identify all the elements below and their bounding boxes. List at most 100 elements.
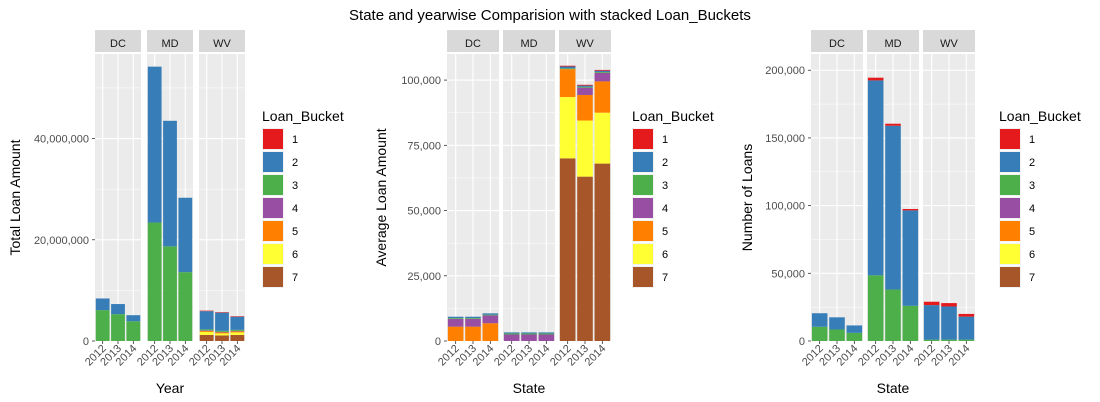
plots-group: 020,000,00040,000,000DC201220132014MD201… (7, 30, 1081, 396)
x-tick-label: 2014 (891, 343, 917, 369)
legend-key-swatch (263, 129, 283, 149)
bar-segment-wv-2012-bucket-5 (559, 69, 576, 98)
facet-strip-label: DC (829, 38, 845, 50)
bar-segment-wv-2012-bucket-1 (199, 310, 214, 312)
bar-segment-wv-2014-bucket-5 (594, 81, 611, 113)
bar-segment-wv-2014-bucket-7 (594, 163, 611, 341)
facet-strip-label: WV (940, 38, 958, 50)
x-tick-label: 2014 (835, 343, 861, 369)
facet-strip-label: MD (161, 38, 178, 50)
legend-label: 4 (292, 203, 298, 215)
facet-strip (923, 30, 975, 52)
y-tick-label: 200,000 (765, 65, 805, 77)
bar-segment-wv-2013-bucket-3 (941, 339, 957, 341)
facet-strip-label: DC (110, 38, 126, 50)
bar-segment-wv-2012-bucket-2 (199, 311, 214, 330)
bar-segment-md-2013-bucket-3 (521, 333, 537, 335)
facet-strip (503, 30, 555, 52)
bar-segment-md-2014-bucket-3 (178, 272, 193, 341)
y-tick-label: 100,000 (401, 75, 441, 87)
y-tick-label: 150,000 (765, 133, 805, 145)
legend-key-swatch (263, 198, 283, 218)
legend-key-swatch (263, 244, 283, 264)
bar-segment-dc-2012-bucket-2 (811, 313, 828, 327)
y-tick-label: 100,000 (765, 201, 805, 213)
legend-label: 6 (292, 249, 298, 261)
legend-label: 2 (1029, 157, 1035, 169)
x-tick-label: 2014 (527, 343, 553, 369)
legend-key-swatch (633, 221, 653, 241)
legend-key-swatch (633, 267, 653, 287)
y-tick-label: 50,000 (771, 268, 805, 280)
legend-title: Loan_Bucket (632, 108, 714, 124)
legend-label: 3 (662, 180, 668, 192)
bar-segment-wv-2014-bucket-6 (230, 332, 245, 335)
bar-segment-wv-2013-bucket-5 (577, 94, 593, 121)
bar-segment-dc-2013-bucket-3 (465, 318, 481, 319)
bar-segment-wv-2012-bucket-1 (559, 65, 576, 67)
bar-segment-wv-2014-bucket-2 (958, 316, 975, 340)
bar-segment-wv-2012-bucket-2 (923, 305, 940, 340)
bar-segment-md-2014-bucket-3 (538, 333, 555, 335)
bar-segment-md-2012-bucket-2 (147, 66, 162, 223)
x-axis-title: Year (156, 380, 185, 396)
bar-segment-wv-2013-bucket-7 (215, 335, 229, 341)
legend-title: Loan_Bucket (999, 108, 1081, 124)
bar-segment-wv-2013-bucket-3 (577, 86, 593, 88)
facet-strip (147, 30, 193, 52)
bar-segment-dc-2014-bucket-2 (126, 315, 141, 322)
legend-label: 3 (1029, 180, 1035, 192)
bar-segment-dc-2014-bucket-2 (846, 325, 863, 333)
legend-key-swatch (1000, 221, 1020, 241)
bar-segment-md-2012-bucket-2 (503, 332, 520, 334)
legend-label: 2 (292, 157, 298, 169)
bar-segment-dc-2014-bucket-4 (482, 315, 499, 324)
chart-1: 0 20,000,000 40,000,000DC201220132014MD201… (7, 30, 344, 396)
bar-segment-md-2014-bucket-3 (902, 305, 919, 341)
x-axis-title: State (513, 380, 546, 396)
bar-segment-wv-2012-bucket-6 (559, 97, 576, 159)
bar-segment-wv-2013-bucket-3 (215, 330, 229, 332)
bar-segment-dc-2014-bucket-3 (846, 332, 863, 341)
bar-segment-wv-2014-bucket-2 (594, 70, 611, 73)
y-tick-label: 0 (799, 336, 805, 348)
bar-segment-md-2013-bucket-2 (885, 125, 901, 290)
bar-segment-wv-2014-bucket-5 (230, 331, 245, 333)
bar-segment-dc-2013-bucket-2 (465, 316, 481, 319)
legend-key-swatch (1000, 129, 1020, 149)
bar-segment-wv-2014-bucket-7 (230, 334, 245, 341)
legend-label: 1 (1029, 134, 1035, 146)
bar-segment-dc-2014-bucket-3 (126, 321, 141, 341)
bar-segment-md-2014-bucket-1 (902, 209, 919, 211)
legend-label: 1 (662, 134, 668, 146)
bar-segment-md-2012-bucket-2 (867, 80, 884, 276)
bar-segment-dc-2014-bucket-2 (482, 313, 499, 315)
legend-label: 5 (662, 226, 668, 238)
bar-segment-md-2012-bucket-1 (867, 77, 884, 81)
bar-segment-wv-2014-bucket-3 (594, 72, 611, 73)
bar-segment-wv-2012-bucket-3 (559, 68, 576, 70)
bar-segment-md-2014-bucket-2 (902, 210, 919, 306)
bar-segment-dc-2014-bucket-5 (482, 323, 499, 341)
bar-segment-dc-2013-bucket-2 (111, 304, 125, 315)
legend-key-swatch (1000, 152, 1020, 172)
legend-label: 4 (662, 203, 668, 215)
legend-key-swatch (1000, 175, 1020, 195)
y-tick-label: 0 (435, 336, 441, 348)
legend-key-swatch (633, 175, 653, 195)
bar-segment-wv-2014-bucket-3 (230, 329, 245, 331)
bar-segment-wv-2012-bucket-3 (923, 339, 940, 341)
bar-segment-wv-2012-bucket-5 (199, 330, 214, 332)
bar-segment-wv-2014-bucket-4 (594, 72, 611, 82)
bar-segment-wv-2013-bucket-1 (215, 312, 229, 313)
legend-label: 3 (292, 180, 298, 192)
bar-segment-wv-2013-bucket-2 (941, 306, 957, 340)
bar-segment-wv-2014-bucket-6 (594, 112, 611, 164)
bar-segment-wv-2013-bucket-7 (577, 176, 593, 341)
